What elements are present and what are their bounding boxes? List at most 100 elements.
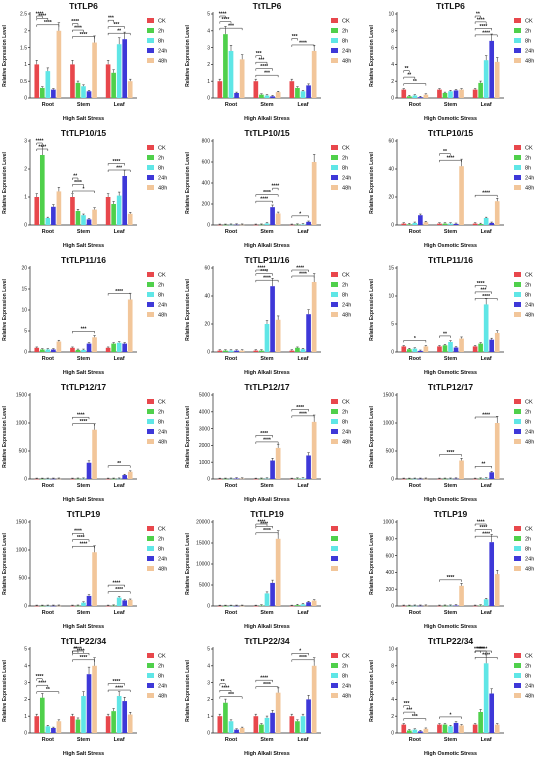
y-tick-label: 2 <box>391 714 394 720</box>
legend-swatch-CK <box>331 653 338 658</box>
x-axis-label: High Osmotic Stress <box>424 497 477 503</box>
bar-CK-Stem <box>70 64 75 98</box>
legend-label-24h: 24h <box>525 557 534 563</box>
bar-2h-Root <box>223 350 228 352</box>
legend-label-24h: 24h <box>342 49 351 55</box>
y-tick-label: 15000 <box>196 541 210 547</box>
bar-48h-Leaf <box>494 724 500 733</box>
legend-swatch-CK <box>331 399 338 404</box>
significance-label: **** <box>482 30 490 36</box>
x-axis-label: High Osmotic Stress <box>424 116 477 122</box>
bar-24h-Stem <box>86 462 92 479</box>
legend-label-CK: CK <box>525 19 533 25</box>
bar-24h-Root <box>234 92 239 98</box>
legend-label-2h: 2h <box>158 664 164 670</box>
significance-label: **** <box>113 581 121 587</box>
bar-8h-Root <box>412 222 418 225</box>
legend-label-8h: 8h <box>342 674 348 680</box>
category-label-leaf: Leaf <box>481 737 492 743</box>
axis-lines <box>29 266 137 353</box>
bar-24h-Leaf <box>489 339 495 352</box>
category-label-leaf: Leaf <box>114 102 125 108</box>
bar-48h-Root <box>423 346 429 352</box>
bar-24h-Leaf <box>489 472 495 479</box>
x-axis-label: High Alkali Stress <box>244 624 290 630</box>
legend-swatch-48h <box>331 566 338 571</box>
bar-CK-Leaf <box>472 724 478 733</box>
bar-48h-Leaf <box>127 213 133 225</box>
bar-48h-Stem <box>459 585 464 606</box>
category-label-leaf: Leaf <box>114 737 125 743</box>
y-tick-label: 500 <box>19 576 28 582</box>
significance-bracket <box>255 279 279 283</box>
legend-swatch-8h <box>147 165 154 170</box>
bar-8h-Stem <box>81 696 86 733</box>
bar-2h-Stem <box>75 719 81 733</box>
legend-swatch-2h <box>147 28 154 33</box>
significance-label: * <box>450 712 452 718</box>
bar-8h-Leaf <box>483 663 489 733</box>
significance-label: ** <box>443 149 447 155</box>
legend-swatch-CK <box>147 18 154 23</box>
significance-label: **** <box>296 265 304 271</box>
category-label-leaf: Leaf <box>481 610 492 616</box>
significance-label: **** <box>477 519 485 525</box>
chart-title: TtTLP6 <box>436 1 465 11</box>
bar-8h-Leaf <box>483 60 489 98</box>
category-label-stem: Stem <box>77 610 90 616</box>
bar-48h-Root <box>56 341 62 352</box>
category-label-leaf: Leaf <box>297 102 308 108</box>
significance-label: **** <box>258 519 266 525</box>
y-tick-label: 40 <box>388 167 394 173</box>
significance-label: **** <box>113 679 121 685</box>
significance-label: **** <box>480 24 488 30</box>
bar-24h-Leaf <box>489 693 495 733</box>
y-axis-label: Relative Expression Level <box>185 660 191 722</box>
bar-CK-Leaf <box>105 64 111 98</box>
bar-48h-Stem <box>275 319 281 352</box>
significance-label: **** <box>447 156 455 162</box>
legend-swatch-48h <box>331 439 338 444</box>
significance-label: **** <box>222 17 230 23</box>
legend-label-2h: 2h <box>342 156 348 162</box>
bar-48h-Root <box>423 94 429 98</box>
y-axis-label: Relative Expression Level <box>369 279 375 341</box>
significance-bracket <box>255 61 268 65</box>
significance-bracket <box>474 194 498 198</box>
bar-24h-Stem <box>270 582 275 606</box>
significance-bracket <box>474 21 487 24</box>
bar-48h-Stem <box>275 692 281 733</box>
bar-8h-Root <box>45 71 51 98</box>
x-axis-label: High Osmotic Stress <box>424 624 477 630</box>
bar-48h-Root <box>239 350 245 352</box>
y-tick-label: 5 <box>24 647 27 653</box>
legend-label-48h: 48h <box>158 186 167 192</box>
significance-bracket <box>439 159 462 163</box>
legend-label-2h: 2h <box>158 537 164 543</box>
bar-8h-Leaf <box>300 716 306 733</box>
x-axis-label: High Salt Stress <box>63 624 104 630</box>
x-axis-label: High Alkali Stress <box>244 243 290 249</box>
legend-swatch-48h <box>514 439 521 444</box>
legend-label-8h: 8h <box>525 166 531 172</box>
significance-bracket <box>291 415 315 418</box>
significance-label: **** <box>38 144 46 150</box>
significance-label: *** <box>113 22 119 28</box>
significance-bracket <box>474 285 487 288</box>
significance-bracket <box>219 27 243 31</box>
y-axis-label: Relative Expression Level <box>2 406 8 468</box>
y-tick-label: 1 <box>24 62 27 68</box>
legend-label-24h: 24h <box>525 49 534 55</box>
bar-2h-Root <box>223 34 228 98</box>
bar-24h-Stem <box>453 605 459 606</box>
y-tick-label: 60 <box>388 139 394 145</box>
legend-label-2h: 2h <box>158 410 164 416</box>
legend-label-8h: 8h <box>342 39 348 45</box>
significance-label: **** <box>258 265 266 271</box>
bar-8h-Stem <box>448 91 453 98</box>
y-tick-label: 10 <box>388 647 394 653</box>
legend-swatch-8h <box>147 38 154 43</box>
legend-label-2h: 2h <box>525 29 531 35</box>
y-tick-label: 5 <box>391 322 394 328</box>
legend-swatch-2h <box>147 536 154 541</box>
